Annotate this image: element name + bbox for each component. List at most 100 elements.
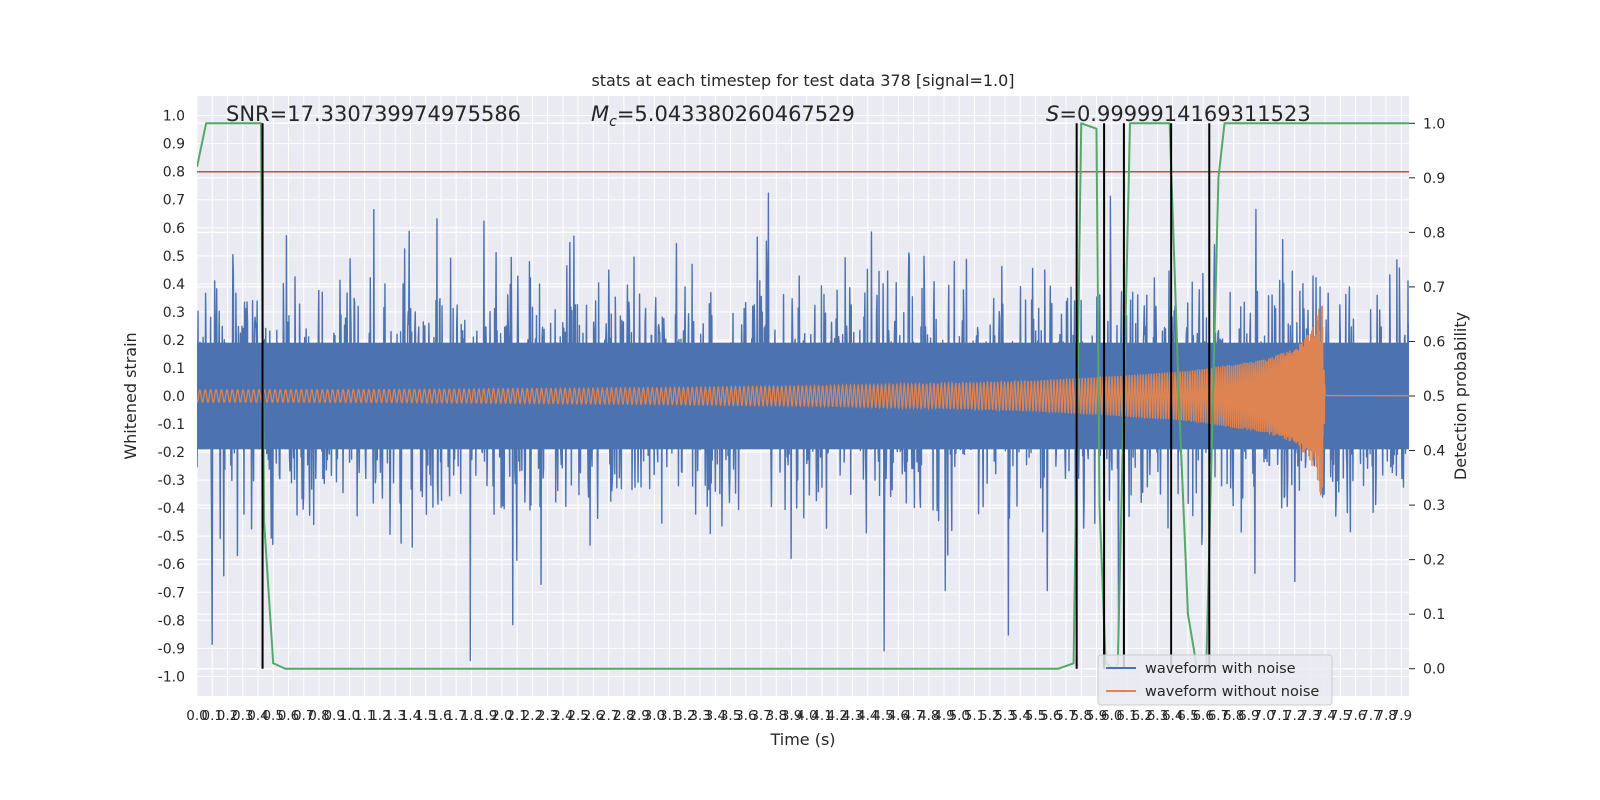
legend-label-noise: waveform with noise <box>1145 661 1296 677</box>
x-tick-label: 7.0 <box>1253 708 1274 724</box>
y-tick-label-left: -0.6 <box>158 557 185 573</box>
x-tick-label: 7.9 <box>1391 708 1412 724</box>
x-tick-label: 2.4 <box>552 708 573 724</box>
y-tick-label-left: -0.5 <box>158 529 185 545</box>
x-tick-label: 7.8 <box>1375 708 1396 724</box>
x-tick-label: 3.2 <box>674 708 695 724</box>
x-tick-label: 6.4 <box>1162 708 1183 724</box>
series-waveform-without-noise <box>197 305 1409 496</box>
x-tick-label: 0.9 <box>323 708 344 724</box>
y-tick-label-left: -0.2 <box>158 445 185 461</box>
x-tick-label: 0.7 <box>293 708 314 724</box>
x-tick-label: 6.9 <box>1238 708 1259 724</box>
x-tick-label: 7.4 <box>1314 708 1335 724</box>
x-tick-label: 7.5 <box>1330 708 1351 724</box>
x-tick-label: 1.8 <box>461 708 482 724</box>
x-tick-label: 3.0 <box>644 708 665 724</box>
x-tick-label: 2.1 <box>506 708 527 724</box>
y-tick-label-left: -0.1 <box>158 417 185 433</box>
x-tick-label: 2.2 <box>522 708 543 724</box>
y-tick-label-left: -0.9 <box>158 641 185 657</box>
x-tick-label: 3.4 <box>705 708 726 724</box>
x-tick-label: 3.3 <box>689 708 710 724</box>
x-axis-label: Time (s) <box>769 730 835 749</box>
y-tick-label-left: 0.3 <box>163 305 185 321</box>
x-tick-label: 5.6 <box>1040 708 1061 724</box>
x-tick-label: 7.2 <box>1284 708 1305 724</box>
y-tick-label-left: 0.1 <box>163 361 185 377</box>
x-tick-label: 0.4 <box>247 708 268 724</box>
x-tick-label: 1.2 <box>369 708 390 724</box>
x-tick-label: 7.1 <box>1269 708 1290 724</box>
x-tick-label: 6.8 <box>1223 708 1244 724</box>
y-tick-label-left: -0.3 <box>158 473 185 489</box>
x-tick-label: 5.8 <box>1070 708 1091 724</box>
y-tick-label-left: 0.6 <box>163 221 185 237</box>
x-tick-label: 0.0 <box>186 708 207 724</box>
x-tick-label: 1.1 <box>354 708 375 724</box>
x-tick-label: 6.7 <box>1208 708 1229 724</box>
x-tick-label: 1.6 <box>430 708 451 724</box>
y-tick-label-left: -0.4 <box>158 501 185 517</box>
x-tick-label: 6.5 <box>1177 708 1198 724</box>
y-tick-label-right: 1.0 <box>1423 116 1445 132</box>
x-tick-label: 2.3 <box>537 708 558 724</box>
y-tick-label-right: 0.0 <box>1423 662 1445 678</box>
plot-area <box>197 122 1409 670</box>
x-tick-label: 1.4 <box>400 708 421 724</box>
x-tick-label: 5.1 <box>964 708 985 724</box>
legend-box <box>1097 654 1333 706</box>
x-tick-label: 7.7 <box>1360 708 1381 724</box>
x-tick-label: 5.3 <box>994 708 1015 724</box>
y-tick-label-left: 0.9 <box>163 137 185 153</box>
y-axis-label-right: Detection probability <box>1451 312 1470 480</box>
x-tick-label: 6.6 <box>1192 708 1213 724</box>
y-tick-label-right: 0.2 <box>1423 553 1445 569</box>
chart-title: stats at each timestep for test data 378… <box>591 71 1014 90</box>
y-tick-label-left: 0.8 <box>163 165 185 181</box>
y-tick-label-left: -1.0 <box>158 669 185 685</box>
x-tick-label: 4.5 <box>872 708 893 724</box>
x-tick-label: 2.0 <box>491 708 512 724</box>
x-tick-label: 3.7 <box>750 708 771 724</box>
x-tick-label: 2.9 <box>628 708 649 724</box>
y-tick-label-left: 0.2 <box>163 333 185 349</box>
x-tick-label: 4.3 <box>842 708 863 724</box>
x-tick-label: 3.1 <box>659 708 680 724</box>
x-tick-label: 4.0 <box>796 708 817 724</box>
x-tick-label: 3.6 <box>735 708 756 724</box>
x-tick-label: 1.5 <box>415 708 436 724</box>
y-tick-label-right: 0.4 <box>1423 444 1445 460</box>
y-tick-label-left: 0.4 <box>163 277 185 293</box>
snr-annotation: SNR=17.330739974975586 <box>226 102 521 126</box>
x-tick-label: 2.8 <box>613 708 634 724</box>
x-tick-label: 1.7 <box>445 708 466 724</box>
x-tick-label: 0.3 <box>232 708 253 724</box>
y-tick-label-left: -0.8 <box>158 613 185 629</box>
x-tick-label: 1.0 <box>339 708 360 724</box>
x-tick-label: 4.7 <box>903 708 924 724</box>
x-tick-label: 5.7 <box>1055 708 1076 724</box>
x-tick-label: 7.6 <box>1345 708 1366 724</box>
y-tick-label-left: 1.0 <box>163 109 185 125</box>
x-tick-label: 6.1 <box>1116 708 1137 724</box>
x-tick-label: 7.3 <box>1299 708 1320 724</box>
x-tick-label: 6.2 <box>1131 708 1152 724</box>
x-tick-label: 4.8 <box>918 708 939 724</box>
x-tick-label: 5.2 <box>979 708 1000 724</box>
y-tick-label-left: 0.5 <box>163 249 185 265</box>
y-tick-label-right: 0.6 <box>1423 334 1445 350</box>
x-tick-label: 0.1 <box>202 708 223 724</box>
x-tick-label: 3.8 <box>766 708 787 724</box>
y-tick-label-left: 0.0 <box>163 389 185 405</box>
x-tick-label: 4.9 <box>933 708 954 724</box>
y-tick-label-left: 0.7 <box>163 193 185 209</box>
y-tick-label-right: 0.7 <box>1423 280 1445 296</box>
y-axis-left: 1.0 0.9 0.8 0.7 0.6 0.5 0.4 0.3 0.2 0.1 0.0 -0.1 -0.… <box>158 109 185 686</box>
x-tick-label: 2.7 <box>598 708 619 724</box>
x-tick-label: 5.4 <box>1010 708 1031 724</box>
y-axis-label-left: Whitened strain <box>121 332 140 459</box>
x-tick-label: 3.9 <box>781 708 802 724</box>
x-tick-label: 0.6 <box>278 708 299 724</box>
